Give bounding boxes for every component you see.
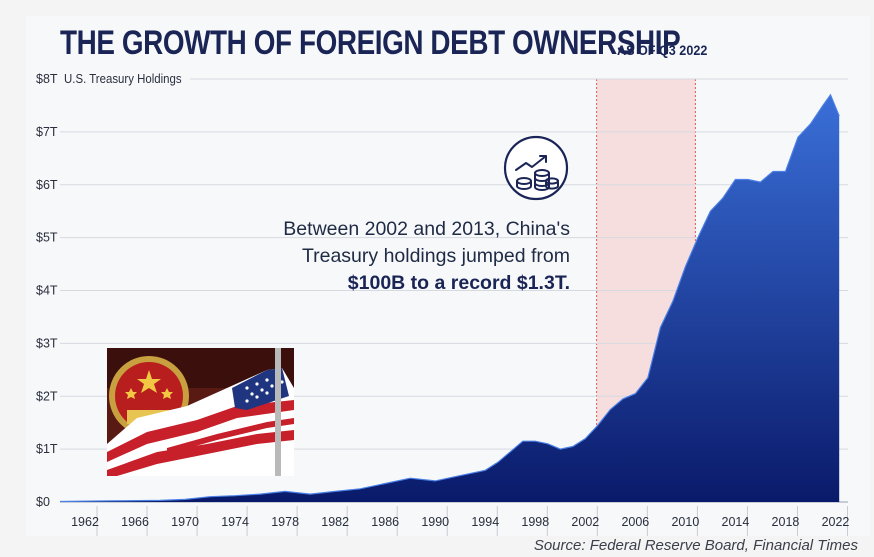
x-tick-label: 1998 [521,515,549,529]
x-tick-label: 1966 [121,515,149,529]
x-tick-label: 2018 [772,515,800,529]
y-tick-label: $8T [36,72,58,86]
x-tick-label: 1990 [421,515,449,529]
y-tick-label: $0 [36,495,50,509]
y-tick-label: $2T [36,389,58,403]
series-line [59,93,840,503]
x-tick-label: 1974 [221,515,249,529]
y-axis-label: U.S. Treasury Holdings [64,71,182,86]
chart-subtitle: AS OF Q3 2022 [617,42,708,58]
y-tick-label: $3T [36,336,58,350]
source-note: Source: Federal Reserve Board, Financial… [533,537,858,554]
coin-stack-growth-icon [503,135,569,201]
x-tick-label: 1982 [321,515,349,529]
china-us-flag-photo [107,348,294,476]
x-tick-label: 1978 [271,515,299,529]
x-tick-label: 1994 [471,515,499,529]
x-tick-label: 2022 [822,515,850,529]
x-tick-label: 1970 [171,515,199,529]
callout-line-1: Between 2002 and 2013, China's [283,218,570,240]
x-tick-label: 1962 [71,515,99,529]
callout-line-3: $100B to a record $1.3T. [347,272,570,294]
y-tick-label: $6T [36,178,58,192]
y-tick-label: $4T [36,284,58,298]
chart-title: THE GROWTH OF FOREIGN DEBT OWNERSHIP [60,24,681,62]
callout-line-2: Treasury holdings jumped from [301,245,570,267]
x-tick-label: 2010 [671,515,699,529]
annotation-callout: Between 2002 and 2013, China's Treasury … [200,216,570,297]
x-tick-label: 2006 [621,515,649,529]
y-tick-label: $5T [36,231,58,245]
series-area [60,94,840,503]
y-tick-label: $7T [36,125,58,139]
y-tick-label: $1T [36,442,58,456]
x-tick-label: 1986 [371,515,399,529]
x-tick-label: 2014 [722,515,750,529]
x-tick-label: 2002 [571,515,599,529]
